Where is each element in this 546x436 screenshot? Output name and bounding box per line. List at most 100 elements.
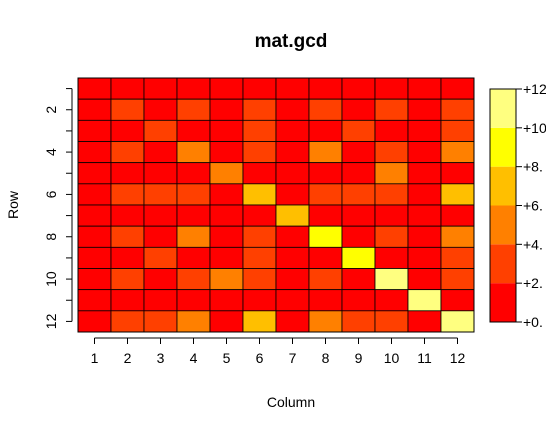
- y-tick-label: 12: [43, 313, 59, 329]
- heatmap-cells: [77, 77, 475, 333]
- legend-label: +4.: [523, 236, 543, 252]
- heatmap-cell: [176, 162, 211, 185]
- heatmap-cell: [341, 77, 376, 100]
- heatmap-cell: [242, 141, 277, 164]
- legend-label: +0.: [523, 314, 543, 330]
- y-tick-label: 2: [43, 106, 59, 114]
- heatmap-cell: [374, 268, 409, 291]
- x-tick-label: 11: [417, 350, 432, 366]
- heatmap-cell: [110, 141, 145, 164]
- heatmap-cell: [110, 225, 145, 248]
- heatmap-cell: [209, 183, 244, 206]
- heatmap-cell: [341, 225, 376, 248]
- heatmap-cell: [209, 204, 244, 227]
- heatmap-cell: [143, 246, 178, 269]
- heatmap-cell: [143, 289, 178, 312]
- heatmap-cell: [308, 162, 343, 185]
- heatmap-cell: [242, 162, 277, 185]
- heatmap-cell: [242, 246, 277, 269]
- heatmap-cell: [110, 204, 145, 227]
- heatmap-cell: [407, 289, 442, 312]
- heatmap-cell: [77, 119, 112, 142]
- heatmap-cell: [242, 204, 277, 227]
- heatmap-cell: [440, 162, 475, 185]
- heatmap-cell: [143, 77, 178, 100]
- heatmap-cell: [407, 204, 442, 227]
- heatmap-cell: [440, 289, 475, 312]
- heatmap-cell: [176, 310, 211, 333]
- heatmap-cell: [374, 119, 409, 142]
- heatmap-cell: [440, 268, 475, 291]
- x-axis: 1 2 3 4 5 6 7 8 9 10 11 12: [91, 337, 465, 366]
- heatmap-cell: [110, 77, 145, 100]
- heatmap-cell: [308, 98, 343, 121]
- heatmap-cell: [110, 162, 145, 185]
- legend-swatch: [490, 89, 516, 128]
- heatmap-cell: [374, 204, 409, 227]
- x-tick-label: 1: [91, 350, 99, 366]
- heatmap-cell: [209, 246, 244, 269]
- x-tick-label: 6: [256, 350, 264, 366]
- heatmap-cell: [275, 98, 310, 121]
- heatmap-cell: [374, 289, 409, 312]
- heatmap-cell: [110, 119, 145, 142]
- heatmap-cell: [341, 310, 376, 333]
- heatmap-cell: [275, 119, 310, 142]
- heatmap-cell: [440, 310, 475, 333]
- heatmap-cell: [407, 183, 442, 206]
- heatmap-cell: [176, 246, 211, 269]
- heatmap-cell: [407, 246, 442, 269]
- plot-border: [77, 77, 475, 333]
- heatmap-cell: [407, 162, 442, 185]
- heatmap-cell: [176, 77, 211, 100]
- heatmap-cell: [110, 310, 145, 333]
- heatmap-cell: [143, 141, 178, 164]
- heatmap-cell: [242, 119, 277, 142]
- heatmap-cell: [176, 141, 211, 164]
- heatmap-cell: [308, 119, 343, 142]
- heatmap-cell: [209, 268, 244, 291]
- heatmap-cell: [341, 119, 376, 142]
- heatmap-cell: [374, 77, 409, 100]
- x-axis-label: Column: [267, 394, 315, 410]
- y-tick-label: 10: [43, 271, 59, 287]
- heatmap-cell: [374, 246, 409, 269]
- heatmap-cell: [77, 310, 112, 333]
- heatmap-cell: [341, 246, 376, 269]
- heatmap-cell: [176, 204, 211, 227]
- legend-swatch: [490, 244, 516, 284]
- heatmap-cell: [209, 98, 244, 121]
- heatmap-cell: [275, 289, 310, 312]
- heatmap-cell: [374, 98, 409, 121]
- heatmap-cell: [341, 268, 376, 291]
- heatmap-cell: [374, 162, 409, 185]
- heatmap-cell: [440, 204, 475, 227]
- heatmap-cell: [209, 225, 244, 248]
- color-legend: +0. +2. +4. +6. +8. +10 +12: [489, 81, 546, 330]
- heatmap-cell: [176, 119, 211, 142]
- heatmap-cell: [275, 183, 310, 206]
- heatmap-cell: [110, 246, 145, 269]
- heatmap-cell: [407, 98, 442, 121]
- heatmap-cell: [110, 183, 145, 206]
- legend-label: +12: [523, 81, 546, 97]
- heatmap-cell: [440, 119, 475, 142]
- heatmap-cell: [209, 77, 244, 100]
- x-tick-label: 10: [384, 350, 400, 366]
- y-tick-label: 8: [43, 233, 59, 241]
- heatmap-cell: [143, 268, 178, 291]
- heatmap-cell: [440, 77, 475, 100]
- heatmap-cell: [77, 246, 112, 269]
- heatmap-cell: [242, 183, 277, 206]
- heatmap-cell: [275, 141, 310, 164]
- heatmap-cell: [242, 289, 277, 312]
- legend-label: +6.: [523, 198, 543, 214]
- legend-label: +2.: [523, 275, 543, 291]
- heatmap-cell: [176, 183, 211, 206]
- heatmap-cell: [77, 289, 112, 312]
- legend-swatch: [490, 166, 516, 206]
- heatmap-cell: [143, 162, 178, 185]
- heatmap-cell: [407, 141, 442, 164]
- heatmap-cell: [242, 225, 277, 248]
- heatmap-cell: [77, 183, 112, 206]
